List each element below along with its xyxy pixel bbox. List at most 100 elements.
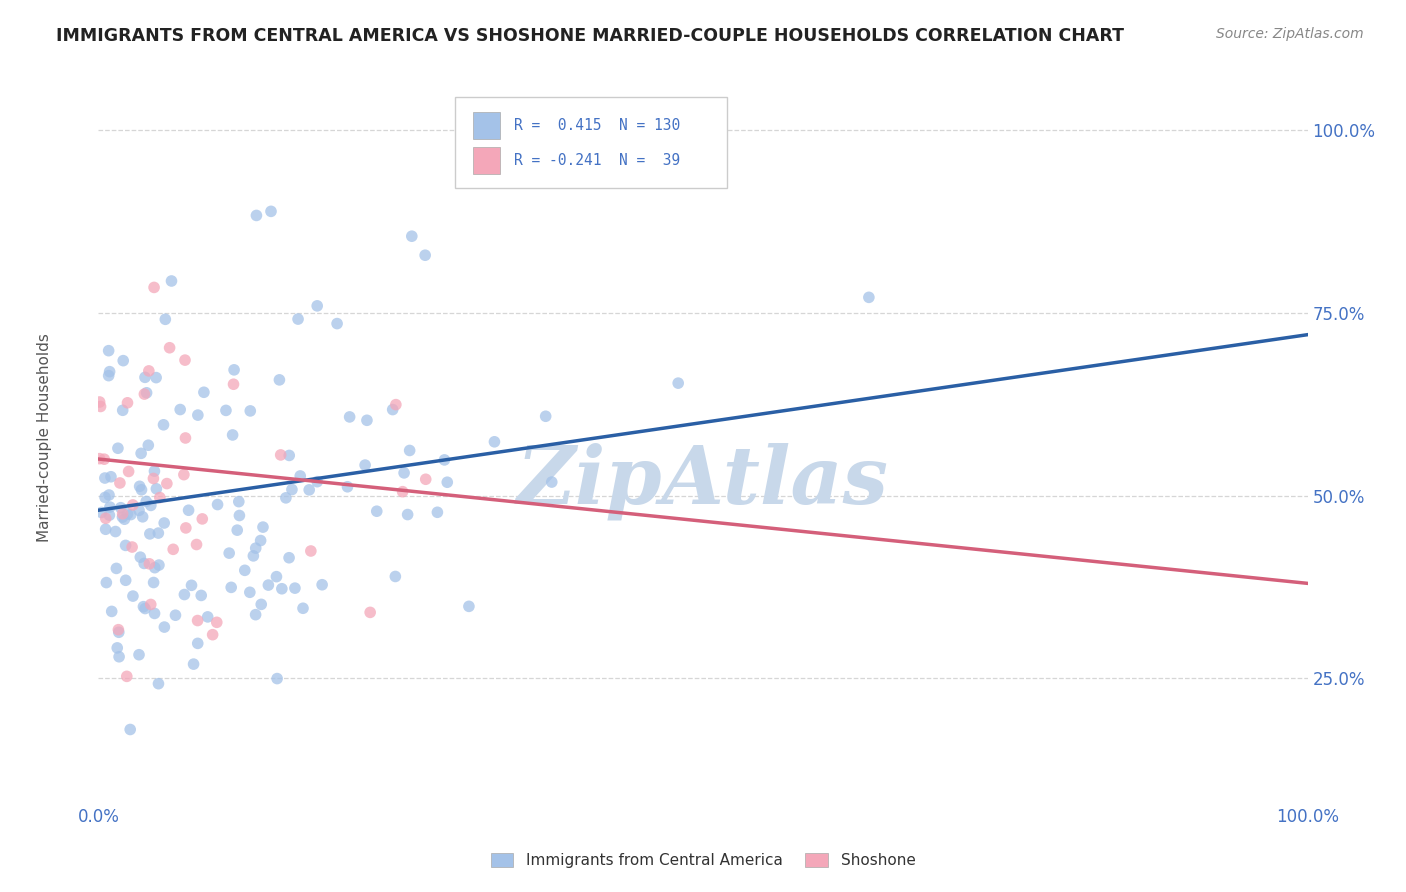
Point xyxy=(129,550,152,565)
Point xyxy=(117,465,139,479)
Point xyxy=(135,385,157,400)
Point xyxy=(165,608,187,623)
Point xyxy=(98,508,121,523)
Point xyxy=(128,648,150,662)
Point xyxy=(534,409,557,424)
Point xyxy=(96,575,118,590)
Point xyxy=(108,475,131,490)
FancyBboxPatch shape xyxy=(474,146,501,175)
Point xyxy=(281,483,304,497)
Point xyxy=(292,601,315,615)
Point xyxy=(155,312,177,326)
Point xyxy=(174,353,197,368)
Point xyxy=(169,402,191,417)
Point xyxy=(242,549,264,563)
Point xyxy=(201,628,224,642)
Point xyxy=(117,507,139,521)
Point xyxy=(108,649,131,664)
Point xyxy=(207,498,229,512)
Point xyxy=(142,575,165,590)
Point xyxy=(104,524,127,539)
Point xyxy=(221,428,243,442)
Point xyxy=(132,599,155,614)
Point xyxy=(183,657,205,672)
Point xyxy=(134,601,156,615)
Point xyxy=(219,580,242,594)
Point xyxy=(121,540,143,554)
Point xyxy=(287,312,309,326)
Point xyxy=(278,550,301,565)
Point xyxy=(274,491,297,505)
Point xyxy=(135,494,157,508)
Point xyxy=(218,546,240,560)
Point xyxy=(245,209,267,223)
Point xyxy=(384,569,406,583)
Point xyxy=(354,458,377,472)
Legend: Immigrants from Central America, Shoshone: Immigrants from Central America, Shoshon… xyxy=(491,854,915,868)
Point xyxy=(143,607,166,621)
Point xyxy=(148,558,170,572)
Point xyxy=(257,578,280,592)
Point xyxy=(136,438,159,452)
Point xyxy=(245,541,267,556)
Point xyxy=(222,363,245,377)
Point xyxy=(269,373,291,387)
Point xyxy=(115,669,138,683)
Text: Married-couple Households: Married-couple Households xyxy=(37,333,52,541)
Point xyxy=(100,604,122,618)
Point xyxy=(197,610,219,624)
Point xyxy=(187,614,209,628)
Point xyxy=(89,451,111,466)
Point xyxy=(540,475,562,489)
Point xyxy=(112,353,135,368)
Point xyxy=(233,563,256,577)
Point xyxy=(391,484,413,499)
Point xyxy=(94,491,117,505)
Point xyxy=(143,464,166,478)
Point xyxy=(385,398,408,412)
Point xyxy=(97,368,120,383)
Text: Source: ZipAtlas.com: Source: ZipAtlas.com xyxy=(1216,27,1364,41)
Point xyxy=(311,578,333,592)
Point xyxy=(326,317,349,331)
Point xyxy=(100,469,122,483)
Point xyxy=(94,522,117,536)
Point xyxy=(398,443,420,458)
Point xyxy=(142,471,165,485)
Point xyxy=(107,623,129,637)
Point xyxy=(139,499,162,513)
Point xyxy=(114,538,136,552)
Point xyxy=(107,442,129,456)
FancyBboxPatch shape xyxy=(456,97,727,188)
Text: ZipAtlas: ZipAtlas xyxy=(517,442,889,520)
Point xyxy=(266,569,288,583)
Point xyxy=(153,516,176,530)
Point xyxy=(98,500,121,514)
Point xyxy=(433,453,456,467)
Point xyxy=(94,471,117,485)
Point xyxy=(98,365,121,379)
Point xyxy=(159,341,181,355)
Point xyxy=(299,544,322,558)
Point xyxy=(307,475,329,489)
Point xyxy=(436,475,458,490)
Point xyxy=(162,542,184,557)
Point xyxy=(107,625,129,640)
Point xyxy=(134,557,156,571)
Point xyxy=(359,606,381,620)
Point xyxy=(401,229,423,244)
Point xyxy=(426,505,449,519)
Point xyxy=(260,204,283,219)
Point xyxy=(356,413,378,427)
Point xyxy=(270,582,292,596)
Point xyxy=(177,503,200,517)
Point xyxy=(138,364,160,378)
Point xyxy=(215,403,238,417)
Point xyxy=(139,598,162,612)
Point xyxy=(228,508,250,523)
Point xyxy=(228,494,250,508)
Point xyxy=(89,395,111,409)
Point xyxy=(270,448,292,462)
Point xyxy=(187,408,209,422)
Text: IMMIGRANTS FROM CENTRAL AMERICA VS SHOSHONE MARRIED-COUPLE HOUSEHOLDS CORRELATIO: IMMIGRANTS FROM CENTRAL AMERICA VS SHOSH… xyxy=(56,27,1125,45)
